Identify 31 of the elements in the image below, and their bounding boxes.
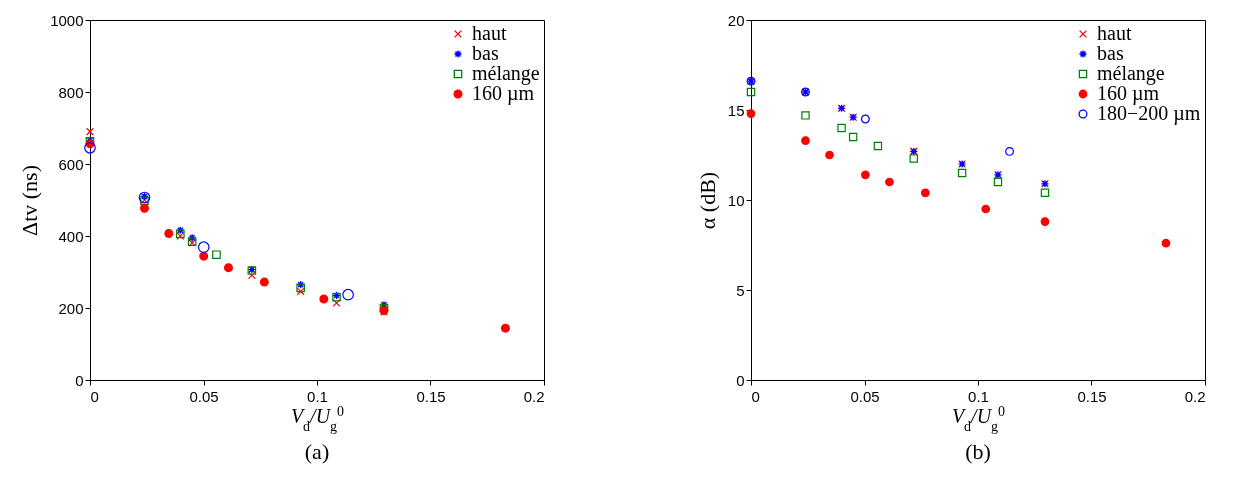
y-tick-label: 400	[58, 227, 84, 245]
x-tick-label: 0.2	[1184, 387, 1206, 405]
x-tick-label: 0.15	[1077, 387, 1107, 405]
y-axis-title: α (dB)	[694, 171, 720, 230]
y-tick-label: 1000	[50, 11, 84, 29]
legend-label: haut	[1097, 22, 1132, 44]
y-tick-label: 0	[75, 371, 84, 389]
x-tick-label: 0	[751, 387, 760, 405]
text: (b)	[965, 439, 991, 464]
x-tick-label: 0.2	[523, 387, 545, 405]
y-tick-label: 0	[736, 371, 745, 389]
y-tick-label: 600	[58, 155, 84, 173]
y-tick-label: 20	[727, 11, 745, 29]
x-tick-label: 0	[90, 387, 99, 405]
x-tick-label: 0.05	[189, 387, 219, 405]
x-tick-label: 0.1	[968, 387, 989, 405]
legend-label: mélange	[472, 62, 540, 85]
x-tick-label: 0.05	[850, 387, 880, 405]
legend-label: bas	[1097, 42, 1124, 64]
y-tick-label: 5	[736, 281, 745, 299]
legend-label: haut	[472, 22, 507, 44]
x-tick-label: 0.15	[416, 387, 446, 405]
legend-label: bas	[472, 42, 499, 64]
legend-label: mélange	[1097, 62, 1165, 85]
y-tick-label: 800	[58, 83, 84, 101]
y-tick-label: 10	[727, 191, 745, 209]
y-axis-title: Δtv (ns)	[17, 165, 43, 236]
text: (a)	[304, 439, 330, 464]
y-tick-label: 200	[58, 299, 84, 317]
y-tick-label: 15	[727, 101, 745, 119]
x-tick-label: 0.1	[307, 387, 328, 405]
